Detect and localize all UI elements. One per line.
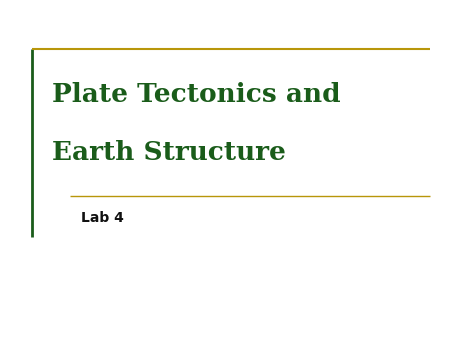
Text: Earth Structure: Earth Structure [52, 140, 286, 165]
Text: Lab 4: Lab 4 [81, 211, 124, 225]
Text: Plate Tectonics and: Plate Tectonics and [52, 82, 340, 107]
